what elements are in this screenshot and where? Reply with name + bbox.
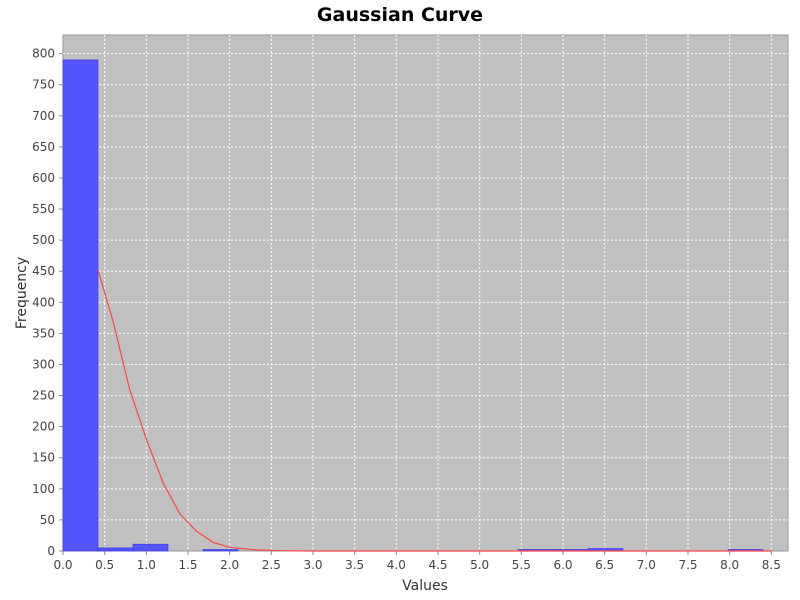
- y-tick-label: 0: [47, 544, 55, 558]
- histogram-bar: [97, 547, 134, 552]
- x-axis-ticks: 0.0 0.5 1.0 1.5 2.0 2.5 3.0 3.5 4.0 4.5 5.0 5.5 6.0 6…: [53, 551, 781, 572]
- histogram-bar: [202, 549, 239, 552]
- x-tick-label: 2.5: [262, 558, 281, 572]
- x-tick-label: 6.0: [553, 558, 572, 572]
- y-axis-title: Frequency: [14, 257, 30, 329]
- y-tick-label: 750: [32, 78, 55, 92]
- x-tick-label: 7.0: [637, 558, 656, 572]
- x-tick-label: 5.5: [512, 558, 531, 572]
- y-tick-label: 800: [32, 47, 55, 61]
- x-tick-label: 1.5: [178, 558, 197, 572]
- x-tick-label: 4.0: [387, 558, 406, 572]
- gaussian-curve-layer: [97, 269, 772, 552]
- histogram-bar: [132, 543, 169, 552]
- x-tick-label: 8.0: [720, 558, 739, 572]
- plot-area: [62, 34, 789, 552]
- y-tick-label: 100: [32, 482, 55, 496]
- chart-title: Gaussian Curve: [317, 4, 483, 26]
- x-tick-label: 2.0: [220, 558, 239, 572]
- y-tick-label: 600: [32, 171, 55, 185]
- histogram-bar: [62, 59, 99, 552]
- x-tick-label: 6.5: [595, 558, 614, 572]
- x-tick-label: 4.5: [428, 558, 447, 572]
- y-tick-label: 400: [32, 295, 55, 309]
- x-tick-label: 8.5: [762, 558, 781, 572]
- x-tick-label: 3.0: [303, 558, 322, 572]
- y-tick-label: 150: [32, 451, 55, 465]
- y-axis-ticks: 0 50 100 150 200 250 300 350 400 450 500 550 600 650 7…: [32, 47, 63, 558]
- histogram-bars: [62, 59, 764, 552]
- y-tick-label: 250: [32, 389, 55, 403]
- x-axis-title: Values: [402, 578, 448, 594]
- y-tick-label: 300: [32, 357, 55, 371]
- y-tick-label: 450: [32, 264, 55, 278]
- x-tick-label: 1.0: [137, 558, 156, 572]
- x-tick-label: 0.5: [95, 558, 114, 572]
- x-tick-label: 5.0: [470, 558, 489, 572]
- grid-lines: [63, 35, 788, 551]
- y-tick-label: 350: [32, 326, 55, 340]
- y-tick-label: 700: [32, 109, 55, 123]
- y-tick-label: 500: [32, 233, 55, 247]
- y-tick-label: 200: [32, 420, 55, 434]
- y-tick-label: 50: [40, 513, 55, 527]
- x-tick-label: 7.5: [678, 558, 697, 572]
- x-tick-label: 0.0: [53, 558, 72, 572]
- y-tick-label: 650: [32, 140, 55, 154]
- x-tick-label: 3.5: [345, 558, 364, 572]
- gaussian-curve: [97, 269, 772, 552]
- y-tick-label: 550: [32, 202, 55, 216]
